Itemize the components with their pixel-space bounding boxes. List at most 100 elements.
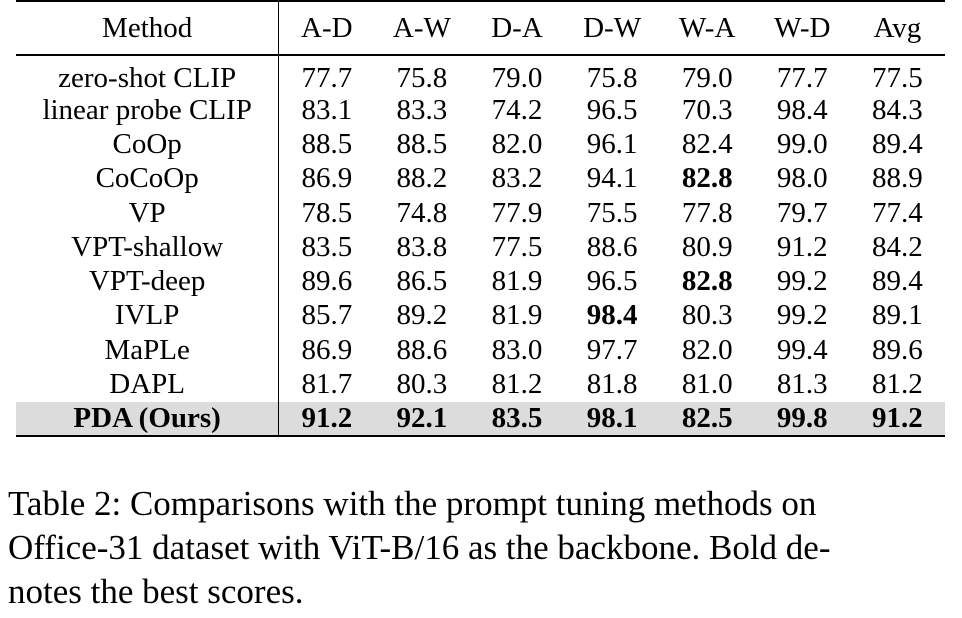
score-cell: 83.1 — [301, 93, 353, 126]
header-method: Method — [16, 1, 280, 56]
header-d-a: D-A — [469, 1, 565, 56]
caption-line-3: notes the best scores. — [8, 572, 304, 611]
score-cell: 84.3 — [872, 93, 923, 126]
score-cell: 82.4 — [681, 127, 733, 160]
score-cell: 89.1 — [872, 299, 923, 332]
table-row: DAPL 81.7 80.3 81.2 81.8 81.0 81.3 81.2 — [16, 367, 945, 402]
table-row: VP 78.5 74.8 77.9 75.5 77.8 79.7 77.4 — [16, 195, 945, 231]
header-a-d: A-D — [278, 1, 375, 56]
score-cell: 94.1 — [586, 162, 638, 195]
score-cell: 75.8 — [396, 62, 448, 94]
score-cell: 79.7 — [776, 196, 828, 229]
score-cell: 82.8 — [681, 265, 733, 298]
score-cell: 88.9 — [872, 162, 923, 195]
table-row: zero-shot CLIP 77.7 75.8 79.0 75.8 79.0 77.7 77… — [16, 55, 945, 93]
table-header-row: Method A-D A-W D-A D-W W-A W-D Avg — [16, 1, 945, 56]
score-cell: 77.7 — [301, 62, 353, 94]
results-table-container: Method A-D A-W D-A D-W W-A W-D Avg zero-… — [16, 0, 945, 437]
method-name-cell: PDA (Ours) — [16, 401, 280, 437]
score-cell: 88.6 — [586, 230, 638, 263]
score-cell: 81.3 — [776, 368, 828, 401]
table-row: VPT-shallow 83.5 83.8 77.5 88.6 80.9 91.2 84.2 — [16, 230, 945, 265]
score-cell: 98.1 — [564, 401, 660, 437]
method-name-cell: IVLP — [16, 298, 280, 334]
header-avg: Avg — [849, 1, 945, 56]
score-cell: 89.6 — [301, 265, 353, 298]
method-name-cell: CoCoOp — [16, 161, 280, 196]
score-cell: 89.4 — [872, 265, 923, 298]
score-cell: 81.9 — [491, 299, 543, 332]
score-cell: 75.8 — [586, 62, 638, 94]
score-cell: 77.9 — [491, 196, 543, 229]
score-cell: 74.8 — [396, 196, 448, 229]
score-cell: 96.1 — [586, 127, 638, 160]
method-name-cell: VPT-deep — [16, 264, 280, 299]
score-cell: 81.9 — [491, 265, 543, 298]
header-w-d: W-D — [754, 1, 850, 56]
score-cell: 96.5 — [586, 265, 638, 298]
results-table: Method A-D A-W D-A D-W W-A W-D Avg zero-… — [16, 0, 945, 437]
caption-line-2: Office-31 dataset with ViT-B/16 as the b… — [8, 528, 831, 567]
score-cell: 83.5 — [469, 401, 565, 437]
score-cell: 81.0 — [681, 368, 733, 401]
table-body: zero-shot CLIP 77.7 75.8 79.0 75.8 79.0 77.7 77… — [16, 55, 945, 437]
score-cell: 74.2 — [491, 93, 543, 126]
table-row: CoOp 88.5 88.5 82.0 96.1 82.4 99.0 89.4 — [16, 127, 945, 162]
score-cell: 82.8 — [681, 162, 733, 195]
score-cell: 99.4 — [776, 333, 828, 366]
score-cell: 98.4 — [776, 93, 828, 126]
score-cell: 81.2 — [872, 368, 923, 401]
score-cell: 86.9 — [301, 333, 353, 366]
score-cell: 82.5 — [659, 401, 755, 437]
score-cell: 84.2 — [872, 230, 923, 263]
method-name-cell: VPT-shallow — [16, 230, 280, 265]
score-cell: 80.9 — [681, 230, 733, 263]
score-cell: 77.8 — [681, 196, 733, 229]
table-row: linear probe CLIP 83.1 83.3 74.2 96.5 70.3 98.… — [16, 93, 945, 128]
method-name-cell: MaPLe — [16, 333, 280, 368]
score-cell: 79.0 — [681, 62, 733, 94]
score-cell: 82.0 — [681, 333, 733, 366]
score-cell: 88.6 — [396, 333, 448, 366]
score-cell: 77.5 — [872, 62, 923, 94]
score-cell: 98.4 — [586, 299, 638, 332]
score-cell: 83.5 — [301, 230, 353, 263]
header-d-w: D-W — [564, 1, 660, 56]
score-cell: 89.4 — [872, 127, 923, 160]
score-cell: 98.0 — [776, 162, 828, 195]
table-caption: Table 2: Comparisons with the prompt tun… — [8, 482, 958, 614]
score-cell: 86.5 — [396, 265, 448, 298]
header-w-a: W-A — [659, 1, 755, 56]
score-cell: 88.5 — [301, 127, 353, 160]
table-row: MaPLe 86.9 88.6 83.0 97.7 82.0 99.4 89.6 — [16, 333, 945, 368]
score-cell: 75.5 — [586, 196, 638, 229]
score-cell: 89.2 — [396, 299, 448, 332]
score-cell: 80.3 — [681, 299, 733, 332]
score-cell: 88.5 — [396, 127, 448, 160]
method-name-cell: zero-shot CLIP — [16, 55, 280, 93]
score-cell: 78.5 — [301, 196, 353, 229]
table-row: CoCoOp 86.9 88.2 83.2 94.1 82.8 98.0 88.9 — [16, 161, 945, 196]
table-row: PDA (Ours) 91.2 92.1 83.5 98.1 82.5 99.8 91.2 — [16, 401, 945, 437]
score-cell: 92.1 — [374, 401, 470, 437]
score-cell: 89.6 — [872, 333, 923, 366]
score-cell: 82.0 — [491, 127, 543, 160]
score-cell: 91.2 — [278, 401, 375, 437]
caption-line-1: Table 2: Comparisons with the prompt tun… — [8, 484, 817, 523]
score-cell: 77.7 — [776, 62, 828, 94]
score-cell: 99.2 — [776, 299, 828, 332]
score-cell: 77.5 — [491, 230, 543, 263]
score-cell: 83.2 — [491, 162, 543, 195]
score-cell: 81.7 — [301, 368, 353, 401]
score-cell: 91.2 — [776, 230, 828, 263]
score-cell: 85.7 — [301, 299, 353, 332]
method-name-cell: DAPL — [16, 367, 280, 402]
score-cell: 91.2 — [849, 401, 945, 437]
score-cell: 99.0 — [776, 127, 828, 160]
score-cell: 83.0 — [491, 333, 543, 366]
score-cell: 77.4 — [872, 196, 923, 229]
score-cell: 99.2 — [776, 265, 828, 298]
score-cell: 83.8 — [396, 230, 448, 263]
score-cell: 81.8 — [586, 368, 638, 401]
score-cell: 81.2 — [491, 368, 543, 401]
